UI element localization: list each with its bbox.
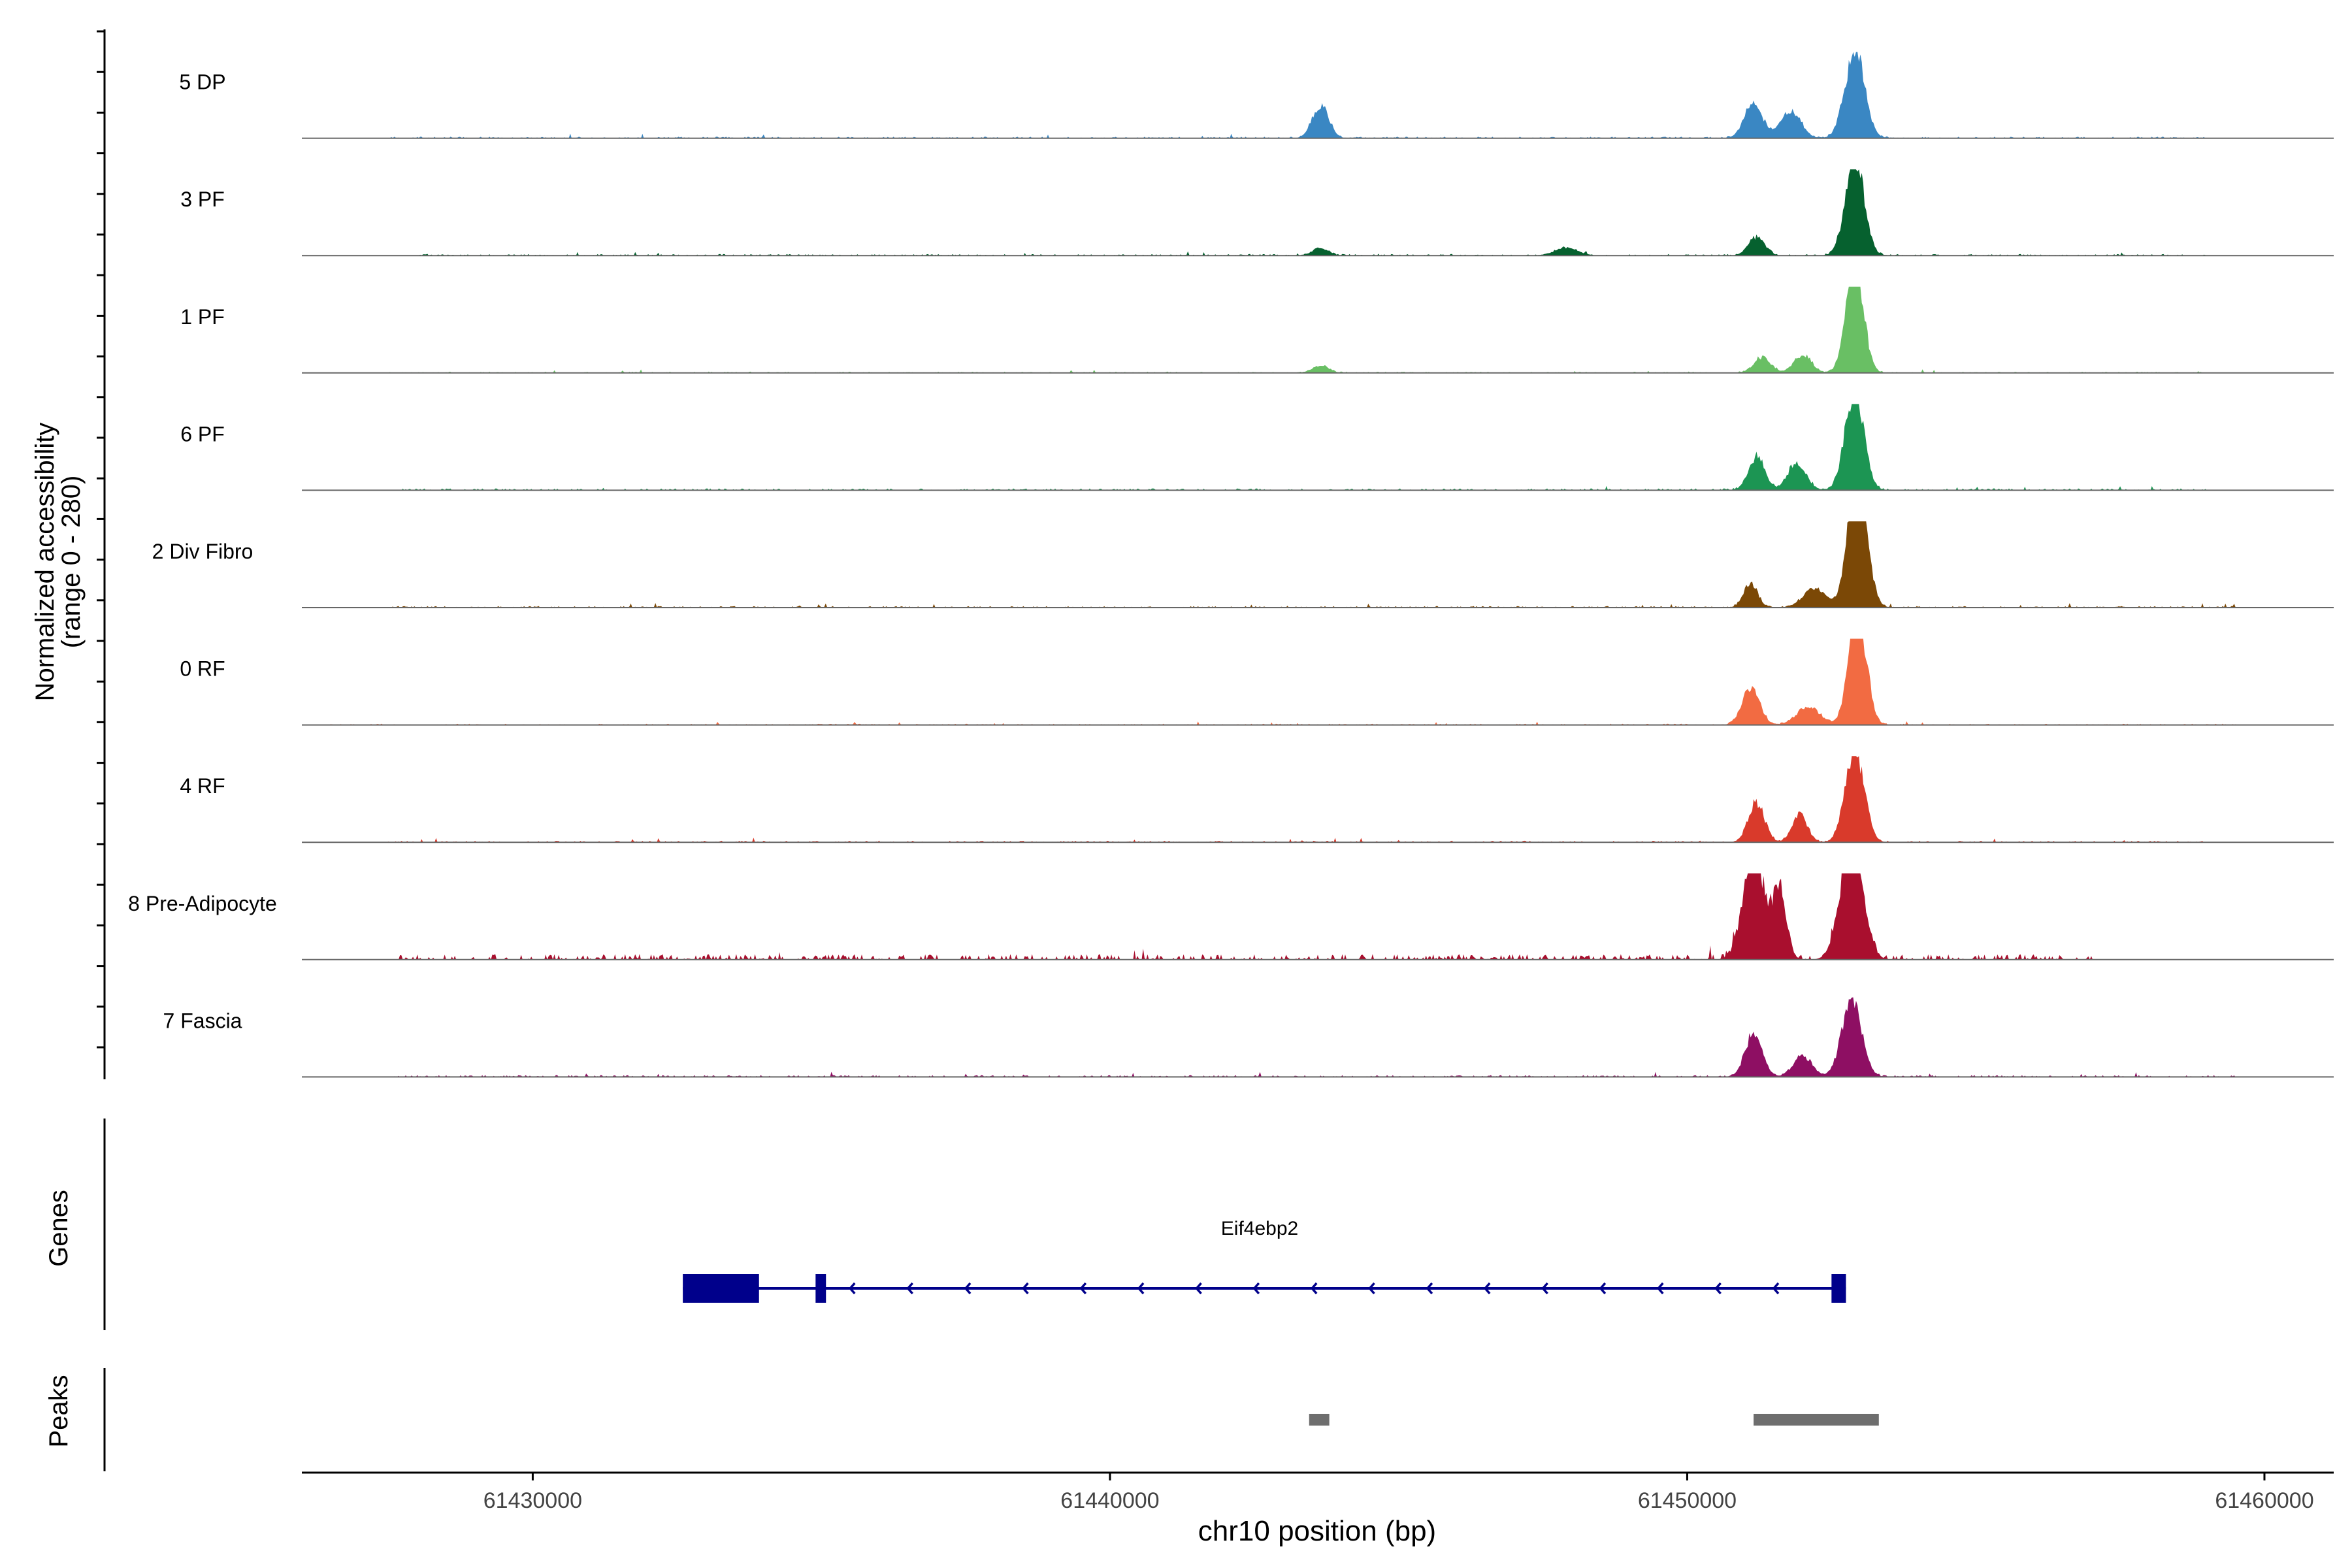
track-label: 4 RF xyxy=(180,774,225,798)
track-1: 3 PF xyxy=(180,169,2334,257)
strand-arrow xyxy=(1599,1282,1607,1295)
track-coverage-area xyxy=(302,52,2334,139)
x-tick-label: 61460000 xyxy=(2215,1488,2313,1513)
strand-arrow xyxy=(1714,1282,1722,1295)
track-label: 0 RF xyxy=(180,657,225,681)
track-8: 7 Fascia xyxy=(163,997,2334,1078)
x-tick-label: 61440000 xyxy=(1060,1488,1159,1513)
track-label: 3 PF xyxy=(180,188,225,211)
track-label: 7 Fascia xyxy=(163,1009,242,1032)
genes-axis-label: Genes xyxy=(44,1190,73,1267)
peak-region xyxy=(1309,1414,1330,1426)
gene-model: Eif4ebp2 xyxy=(683,1218,1846,1303)
track-label: 1 PF xyxy=(180,305,225,329)
peak-region xyxy=(1754,1414,1879,1426)
strand-arrow xyxy=(848,1282,856,1295)
x-axis-ticks: 61430000 61440000 61450000 61460000 xyxy=(483,1473,2314,1513)
peaks-axis-label: Peaks xyxy=(44,1375,73,1447)
y-axis-label-line2: (range 0 - 280) xyxy=(57,476,86,649)
strand-arrow xyxy=(1252,1282,1260,1295)
y-axis-label-line1: Normalized accessibility xyxy=(31,423,59,702)
track-label: 6 PF xyxy=(180,422,225,446)
peak-regions xyxy=(1309,1414,1879,1426)
strand-arrow xyxy=(1079,1282,1087,1295)
x-tick-label: 61430000 xyxy=(483,1488,582,1513)
track-label: 8 Pre-Adipocyte xyxy=(128,892,277,915)
track-label: 5 DP xyxy=(179,71,225,94)
strand-arrow xyxy=(1137,1282,1145,1295)
track-7: 8 Pre-Adipocyte xyxy=(128,873,2334,960)
track-6: 4 RF xyxy=(180,756,2334,843)
strand-arrow xyxy=(1541,1282,1548,1295)
gene-exon xyxy=(1831,1274,1846,1303)
track-label: 2 Div Fibro xyxy=(152,540,253,563)
track-4: 2 Div Fibro xyxy=(152,521,2334,608)
strand-arrow xyxy=(1426,1282,1433,1295)
x-tick-label: 61450000 xyxy=(1638,1488,1737,1513)
gene-name-label: Eif4ebp2 xyxy=(1221,1218,1298,1239)
strand-arrow xyxy=(906,1282,914,1295)
track-5: 0 RF xyxy=(180,638,2334,726)
tracks-y-axis-ticks xyxy=(97,30,105,1049)
strand-arrow xyxy=(1022,1282,1029,1295)
strand-arrow xyxy=(1656,1282,1664,1295)
track-0: 5 DP xyxy=(179,52,2334,139)
strand-arrow xyxy=(1368,1282,1375,1295)
strand-arrow xyxy=(964,1282,972,1295)
coverage-tracks: 5 DP 3 PF 1 PF 6 PF 2 Div Fibro 0 RF 4 RF 8 Pre… xyxy=(128,52,2334,1078)
gene-exon xyxy=(815,1274,826,1303)
strand-arrow xyxy=(1310,1282,1318,1295)
strand-arrow xyxy=(1772,1282,1780,1295)
track-2: 1 PF xyxy=(180,286,2334,374)
track-3: 6 PF xyxy=(180,404,2334,491)
gene-exon xyxy=(683,1274,759,1303)
strand-arrow xyxy=(1195,1282,1202,1295)
strand-arrow xyxy=(1483,1282,1491,1295)
x-axis-label: chr10 position (bp) xyxy=(1198,1515,1436,1547)
